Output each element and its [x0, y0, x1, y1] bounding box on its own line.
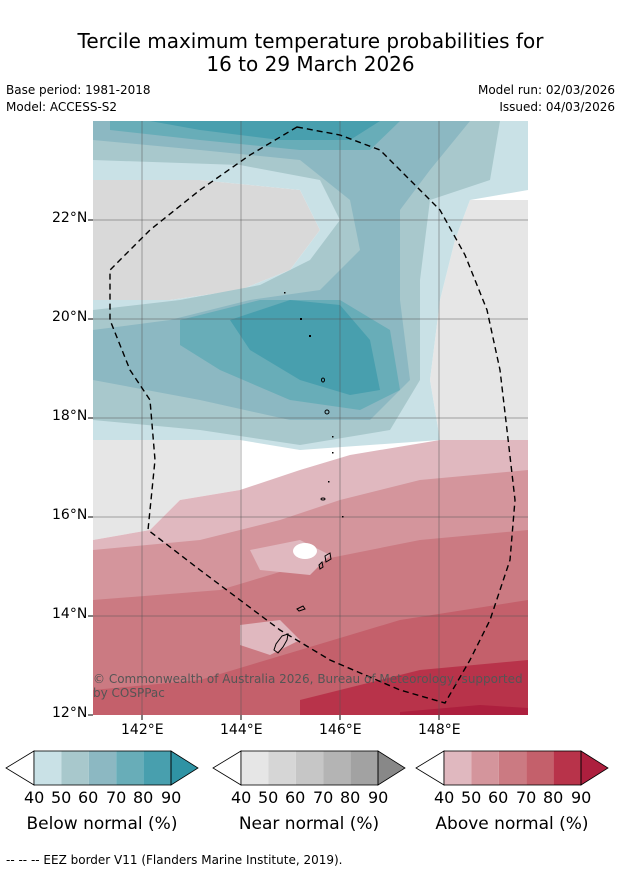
- copyright-notice: © Commonwealth of Australia 2026, Bureau…: [93, 672, 523, 700]
- lat-label-12: 12°N: [52, 705, 88, 721]
- near-tick-50: 50: [258, 788, 279, 807]
- above-normal-80: [300, 660, 528, 715]
- island-guam: [273, 633, 289, 654]
- island-saipan: [324, 552, 332, 563]
- below-tick-80: 80: [133, 788, 154, 807]
- lon-label-146: 146°E: [319, 722, 362, 738]
- base-period: Base period: 1981-2018: [6, 83, 151, 97]
- probability-field: [93, 121, 528, 715]
- colorbar-above: [415, 750, 609, 786]
- near-tick-80: 80: [340, 788, 361, 807]
- below-tick-70: 70: [106, 788, 127, 807]
- issued-date: Issued: 04/03/2026: [499, 100, 615, 114]
- model-name: Model: ACCESS-S2: [6, 100, 118, 114]
- lon-label-144: 144°E: [220, 722, 263, 738]
- island-dots: [284, 292, 344, 518]
- no-signal-island-1: [293, 543, 317, 559]
- above-normal-90: [400, 705, 528, 715]
- island-pagan: [324, 409, 330, 415]
- below-tick-50: 50: [51, 788, 72, 807]
- island-anatahan: [320, 497, 326, 501]
- title-line2: 16 to 29 March 2026: [206, 52, 415, 76]
- colorbar-below: [5, 750, 199, 786]
- lon-label-148: 148°E: [418, 722, 461, 738]
- below-tick-40: 40: [24, 788, 45, 807]
- near-tick-70: 70: [313, 788, 334, 807]
- above-normal-label: Above normal (%): [435, 814, 589, 834]
- title-line1: Tercile maximum temperature probabilitie…: [77, 29, 544, 53]
- islands: [273, 377, 332, 654]
- near-normal-region-northwest: [93, 180, 320, 300]
- lat-label-20: 20°N: [52, 309, 88, 325]
- eez-border: [109, 126, 516, 704]
- lat-label-16: 16°N: [52, 507, 88, 523]
- no-signal-pocket-2: [240, 620, 300, 655]
- lat-label-18: 18°N: [52, 408, 88, 424]
- below-tick-90: 90: [161, 788, 182, 807]
- island-agrihan: [321, 377, 325, 383]
- above-tick-50: 50: [461, 788, 482, 807]
- model-run: Model run: 02/03/2026: [477, 83, 615, 97]
- near-normal-label: Near normal (%): [238, 814, 380, 834]
- above-tick-90: 90: [571, 788, 592, 807]
- below-normal-80: [150, 121, 380, 395]
- near-normal-region-west: [93, 440, 240, 540]
- above-tick-70: 70: [516, 788, 537, 807]
- axis-ticks: [88, 219, 440, 720]
- near-tick-60: 60: [285, 788, 306, 807]
- lat-label-22: 22°N: [52, 210, 88, 226]
- colorbar-near: [212, 750, 406, 786]
- island-tinian: [318, 560, 324, 570]
- gridlines: [93, 121, 528, 715]
- above-tick-60: 60: [488, 788, 509, 807]
- island-rota: [296, 605, 306, 612]
- near-normal-region-east: [430, 200, 528, 440]
- above-tick-40: 40: [434, 788, 455, 807]
- lon-label-142: 142°E: [121, 722, 164, 738]
- above-tick-80: 80: [543, 788, 564, 807]
- near-tick-40: 40: [231, 788, 252, 807]
- below-tick-60: 60: [78, 788, 99, 807]
- lat-label-14: 14°N: [52, 606, 88, 622]
- near-tick-90: 90: [368, 788, 389, 807]
- below-normal-label: Below normal (%): [26, 814, 178, 834]
- eez-footer-note: -- -- -- EEZ border V11 (Flanders Marine…: [6, 853, 343, 867]
